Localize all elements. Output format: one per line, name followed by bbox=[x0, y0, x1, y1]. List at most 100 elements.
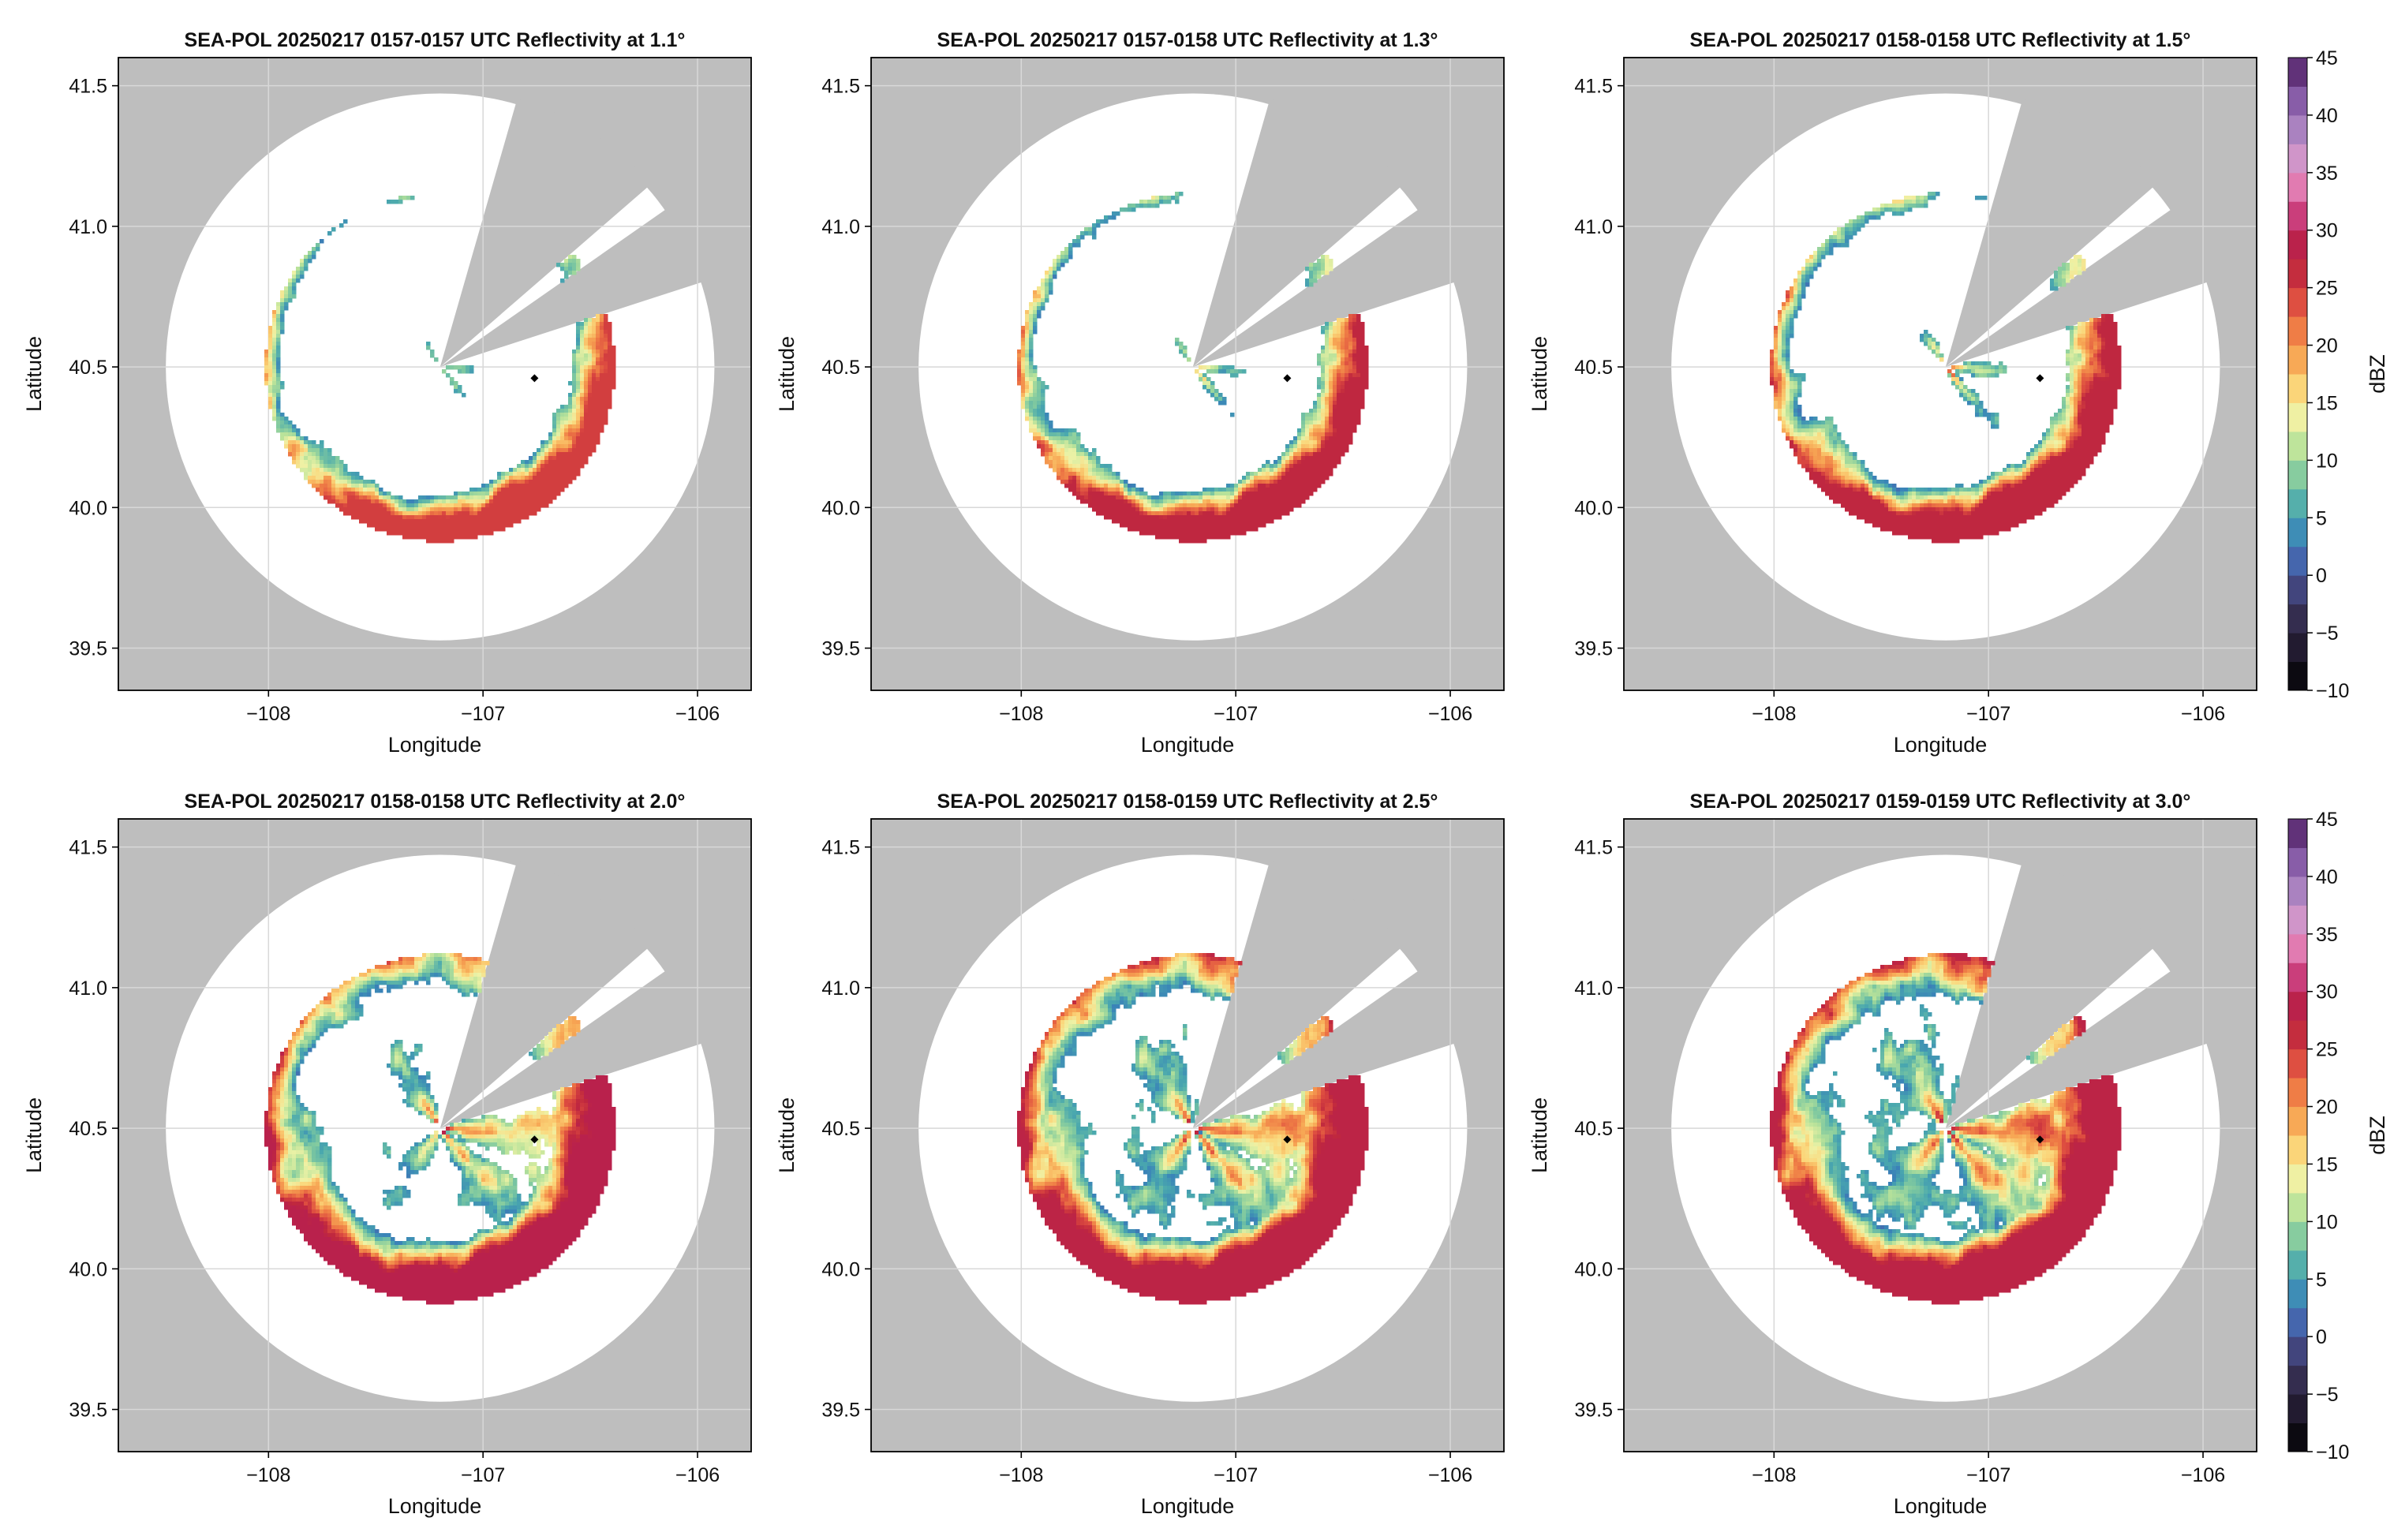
echo-pixel bbox=[604, 377, 608, 382]
echo-pixel bbox=[604, 393, 608, 398]
echo-pixel bbox=[2018, 507, 2023, 512]
echo-pixel bbox=[1072, 464, 1077, 469]
echo-pixel bbox=[1218, 401, 1223, 406]
echo-pixel bbox=[1782, 373, 1786, 378]
echo-pixel bbox=[2054, 440, 2059, 445]
echo-pixel bbox=[1991, 369, 1995, 374]
echo-pixel bbox=[1068, 476, 1073, 480]
echo-pixel bbox=[560, 405, 565, 409]
echo-pixel bbox=[1234, 369, 1239, 374]
echo-pixel bbox=[1991, 472, 1995, 477]
echo-pixel bbox=[1801, 294, 1806, 299]
echo-pixel bbox=[1309, 413, 1314, 417]
echo-pixel bbox=[1139, 531, 1144, 536]
echo-pixel bbox=[1888, 507, 1893, 512]
echo-pixel bbox=[1849, 231, 1853, 236]
echo-pixel bbox=[1920, 338, 1924, 342]
echo-pixel bbox=[454, 511, 458, 516]
echo-pixel bbox=[2058, 488, 2063, 492]
echo-pixel bbox=[604, 322, 608, 327]
echo-pixel bbox=[2034, 448, 2039, 453]
echo-pixel bbox=[1979, 503, 1984, 508]
echo-pixel bbox=[1333, 346, 1337, 350]
echo-pixel bbox=[395, 519, 399, 524]
echo-pixel bbox=[335, 468, 340, 473]
echo-pixel bbox=[1829, 480, 1834, 484]
echo-pixel bbox=[1979, 495, 1984, 500]
echo-pixel bbox=[1356, 381, 1361, 386]
echo-pixel bbox=[379, 515, 383, 520]
echo-pixel bbox=[1301, 480, 1306, 484]
echo-pixel bbox=[537, 499, 541, 504]
echo-pixel bbox=[2074, 353, 2078, 358]
echo-pixel bbox=[1088, 468, 1093, 473]
echo-pixel bbox=[1793, 424, 1798, 429]
echo-pixel bbox=[1341, 342, 1345, 346]
echo-pixel bbox=[312, 251, 316, 256]
echo-pixel bbox=[1112, 515, 1116, 520]
echo-pixel bbox=[1770, 373, 1775, 378]
echo-pixel bbox=[1297, 495, 1302, 500]
echo-pixel bbox=[1991, 492, 1995, 496]
echo-pixel bbox=[612, 357, 616, 362]
echo-pixel bbox=[351, 472, 356, 477]
echo-pixel bbox=[517, 495, 522, 500]
echo-pixel bbox=[1218, 503, 1223, 508]
echo-pixel bbox=[1908, 535, 1913, 540]
echo-pixel bbox=[1809, 468, 1814, 473]
echo-pixel bbox=[1841, 468, 1846, 473]
echo-pixel bbox=[509, 503, 514, 508]
echo-pixel bbox=[1266, 476, 1270, 480]
echo-pixel bbox=[1120, 492, 1124, 496]
echo-pixel bbox=[1841, 464, 1846, 469]
echo-pixel bbox=[434, 357, 439, 362]
echo-pixel bbox=[268, 365, 273, 370]
echo-pixel bbox=[580, 369, 585, 374]
echo-pixel bbox=[1021, 401, 1026, 406]
echo-pixel bbox=[584, 381, 589, 386]
echo-pixel bbox=[2026, 503, 2031, 508]
echo-pixel bbox=[1884, 495, 1889, 500]
echo-pixel bbox=[2018, 519, 2023, 524]
echo-pixel bbox=[477, 492, 482, 496]
echo-pixel bbox=[1348, 381, 1353, 386]
echo-pixel bbox=[316, 464, 320, 469]
echo-pixel bbox=[1057, 456, 1061, 461]
echo-pixel bbox=[1179, 349, 1184, 354]
echo-pixel bbox=[1341, 432, 1345, 437]
echo-pixel bbox=[568, 468, 573, 473]
echo-pixel bbox=[2042, 440, 2047, 445]
echo-pixel bbox=[1053, 456, 1057, 461]
echo-pixel bbox=[1029, 413, 1034, 417]
echo-pixel bbox=[1880, 503, 1885, 508]
echo-pixel bbox=[1995, 499, 1999, 504]
echo-pixel bbox=[1829, 476, 1834, 480]
echo-pixel bbox=[1809, 452, 1814, 457]
echo-pixel bbox=[1285, 476, 1290, 480]
echo-pixel bbox=[513, 484, 518, 488]
echo-pixel bbox=[1947, 531, 1952, 536]
echo-pixel bbox=[1865, 519, 1869, 524]
echo-pixel bbox=[1112, 511, 1116, 516]
echo-pixel bbox=[473, 507, 478, 512]
echo-pixel bbox=[1297, 480, 1302, 484]
echo-pixel bbox=[458, 385, 462, 390]
echo-pixel bbox=[576, 428, 581, 433]
echo-pixel bbox=[2042, 460, 2047, 465]
echo-pixel bbox=[540, 464, 545, 469]
echo-pixel bbox=[1821, 436, 1826, 441]
echo-pixel bbox=[1254, 499, 1259, 504]
y-tick-label: 40.0 bbox=[821, 497, 860, 519]
echo-pixel bbox=[1305, 460, 1310, 465]
echo-pixel bbox=[533, 488, 537, 492]
echo-pixel bbox=[1167, 495, 1172, 500]
echo-pixel bbox=[2058, 282, 2063, 287]
echo-pixel bbox=[1947, 503, 1952, 508]
echo-pixel bbox=[604, 346, 608, 350]
echo-pixel bbox=[1289, 495, 1294, 500]
echo-pixel bbox=[359, 519, 364, 524]
echo-pixel bbox=[1159, 196, 1164, 200]
echo-pixel bbox=[2054, 468, 2059, 473]
echo-pixel bbox=[584, 409, 589, 413]
echo-pixel bbox=[359, 476, 364, 480]
